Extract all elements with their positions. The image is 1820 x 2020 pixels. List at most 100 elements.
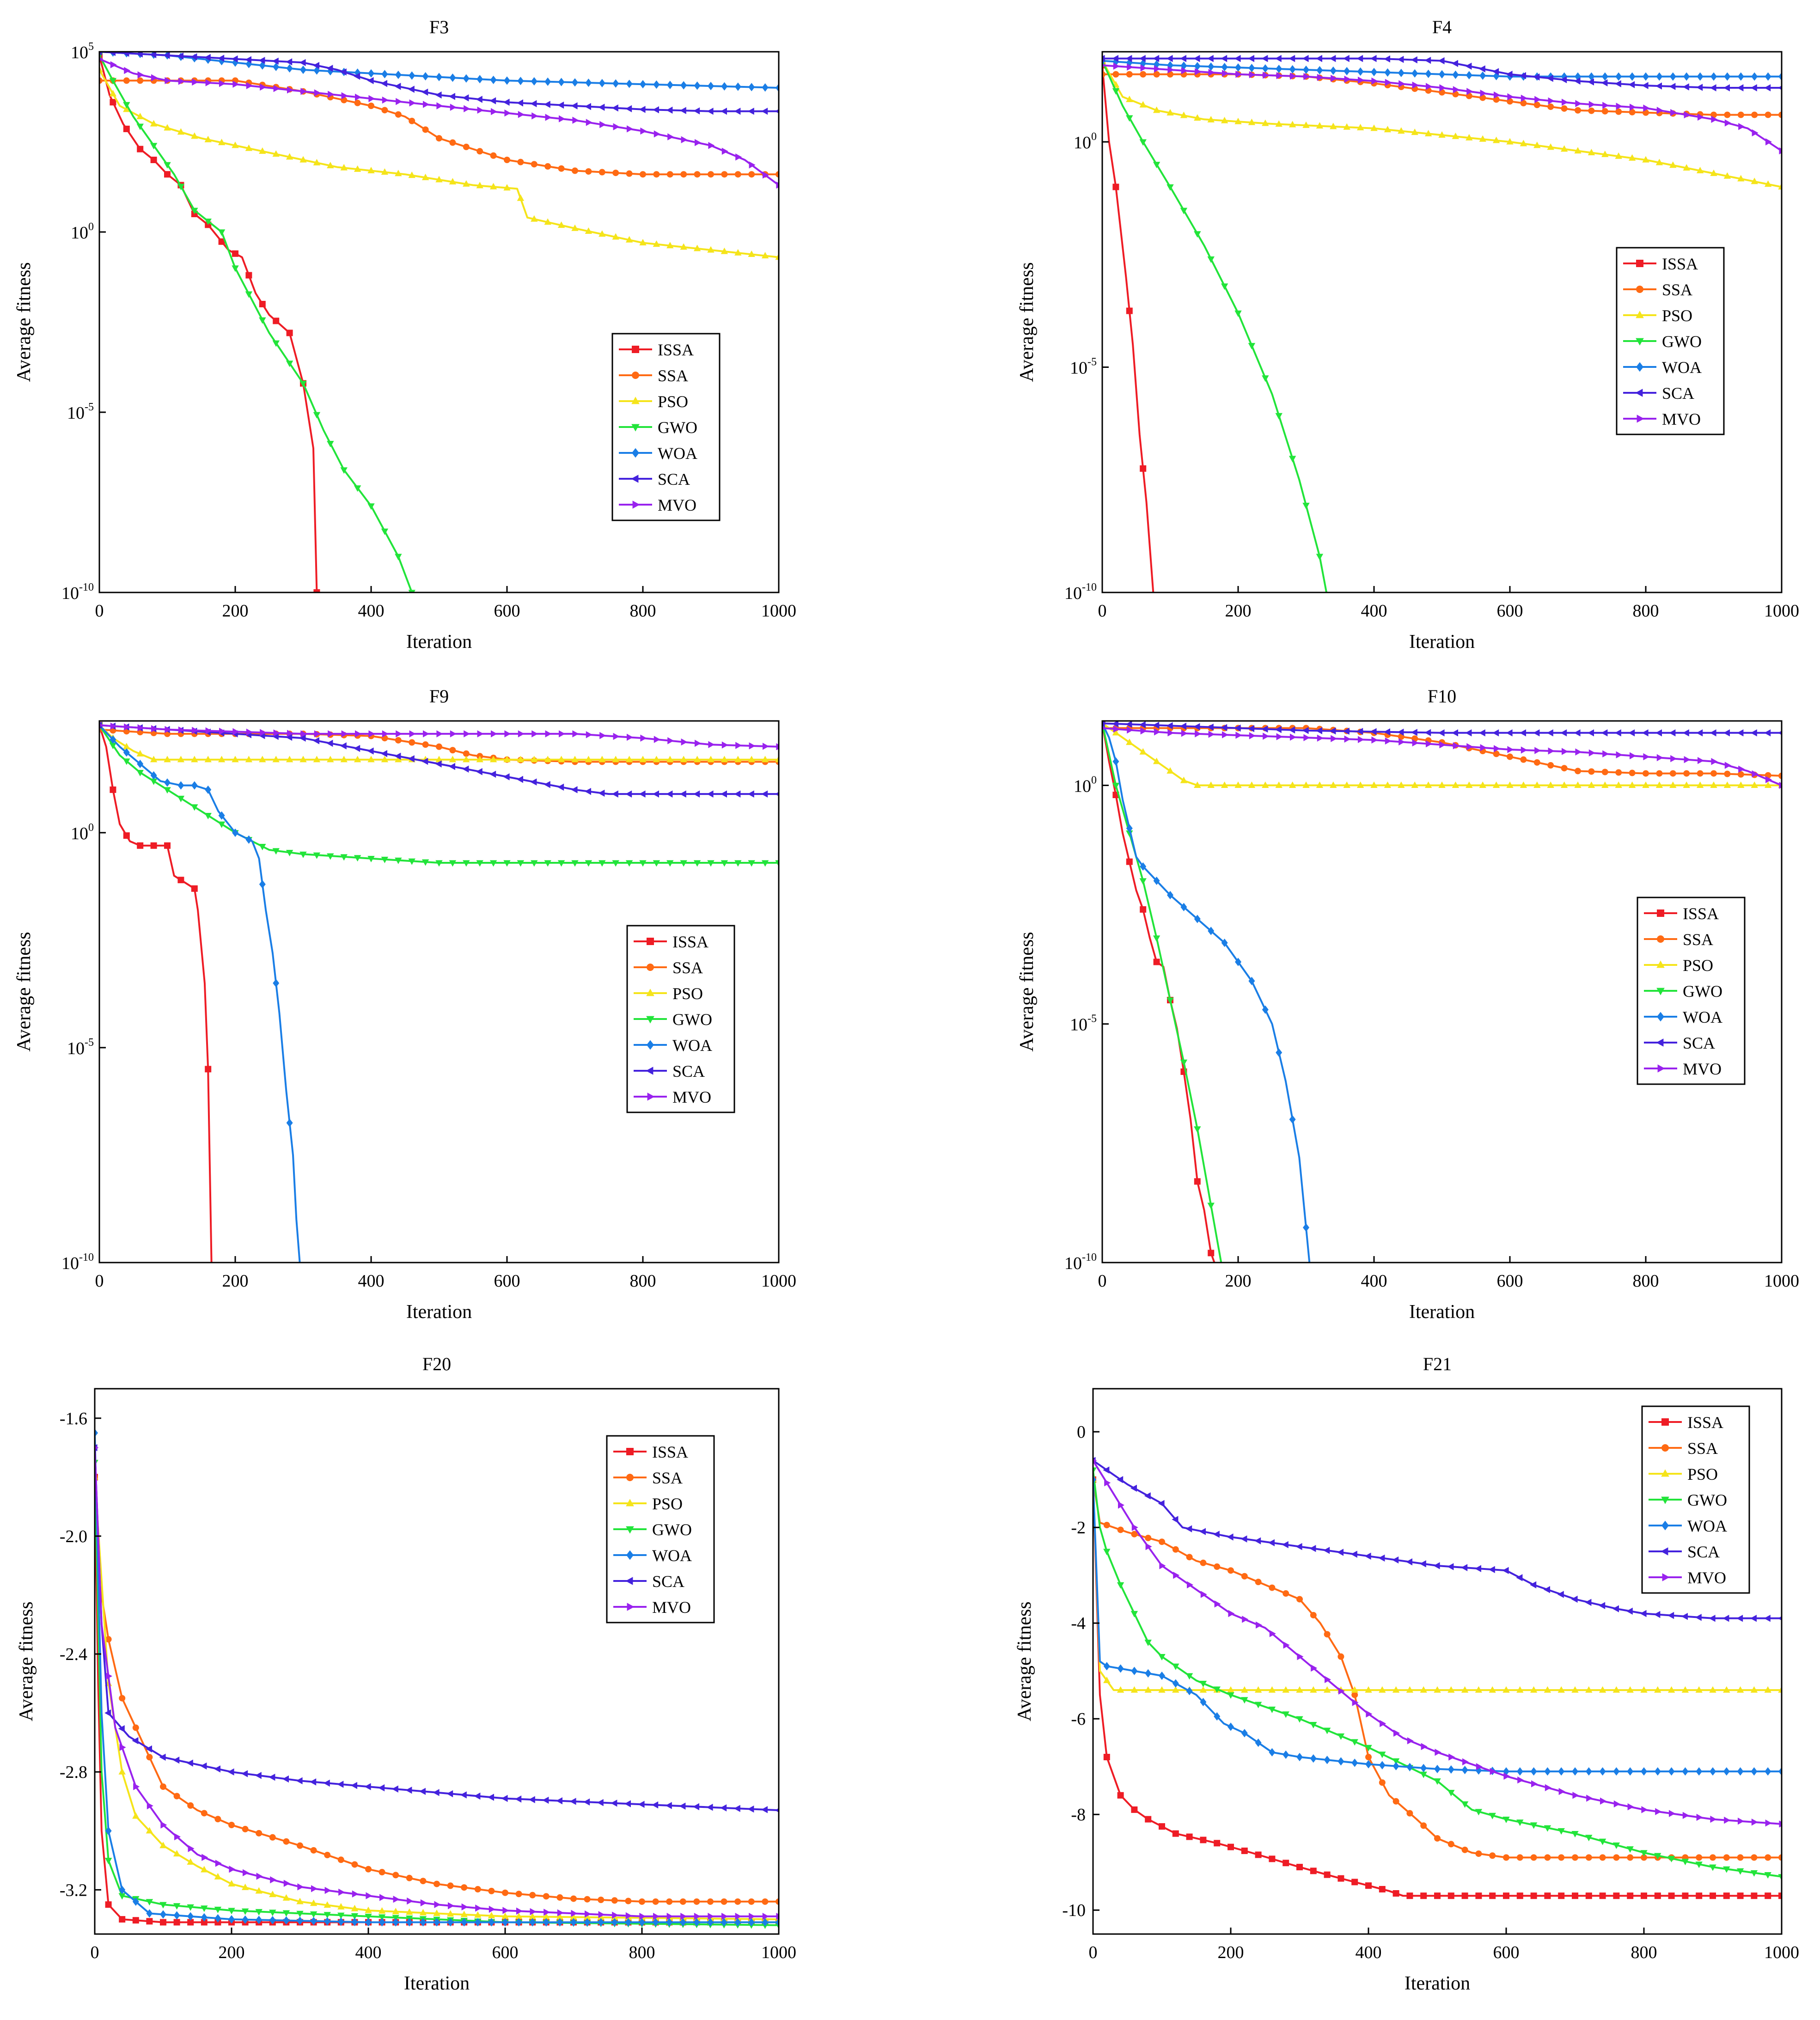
- data-point: [367, 856, 375, 863]
- data-point: [734, 249, 742, 256]
- data-point: [1642, 729, 1649, 737]
- legend-marker: [1661, 1469, 1669, 1477]
- data-point: [1669, 781, 1677, 788]
- data-point: [110, 735, 116, 744]
- data-point: [557, 221, 565, 228]
- data-point: [423, 730, 429, 738]
- data-point: [1112, 71, 1119, 78]
- data-point: [324, 1912, 331, 1919]
- data-point: [748, 860, 755, 867]
- data-point: [391, 1785, 398, 1793]
- data-point: [1656, 72, 1663, 81]
- data-point: [123, 77, 130, 84]
- data-point: [1102, 71, 1105, 78]
- data-point: [558, 78, 565, 86]
- data-point: [1723, 1892, 1730, 1899]
- data-point: [447, 1918, 454, 1927]
- data-point: [1574, 729, 1581, 737]
- data-point: [381, 750, 387, 757]
- data-point: [328, 730, 335, 738]
- data-point: [612, 860, 619, 867]
- chart-f4: 0 200 400 600 800 100010-1010-5100F4Iteration…: [1016, 17, 1799, 653]
- data-point: [123, 102, 130, 109]
- x-tick-label: 200: [1225, 1271, 1252, 1291]
- data-point: [775, 860, 779, 867]
- data-point: [1668, 1892, 1675, 1899]
- data-point: [449, 747, 456, 754]
- data-point: [1684, 756, 1691, 763]
- data-point: [1709, 1615, 1716, 1622]
- data-point: [1426, 83, 1432, 90]
- chart-f10-y-axis-label: Average fitness: [1016, 932, 1038, 1051]
- data-point: [599, 230, 606, 237]
- data-point: [1626, 1607, 1633, 1615]
- data-point: [1558, 1788, 1565, 1795]
- data-point: [299, 156, 307, 163]
- data-point: [1547, 762, 1554, 769]
- data-point: [423, 101, 429, 108]
- data-point: [381, 168, 389, 175]
- data-point: [735, 153, 742, 161]
- data-point: [1723, 84, 1730, 92]
- chart-f9-y-axis-label: Average fitness: [13, 932, 35, 1051]
- chart-f20-axes-frame: [94, 1388, 780, 1935]
- data-point: [1530, 1767, 1537, 1776]
- data-point: [191, 132, 198, 139]
- data-point: [1778, 1686, 1782, 1693]
- data-point: [597, 1799, 604, 1806]
- data-point: [1434, 1835, 1441, 1842]
- data-point: [434, 1880, 440, 1887]
- legend-label: SCA: [1683, 1034, 1715, 1052]
- data-point: [337, 1912, 345, 1919]
- data-point: [653, 171, 660, 178]
- data-point: [572, 78, 578, 87]
- data-point: [1640, 1850, 1648, 1857]
- chart-f4-markers-issa: [1102, 62, 1147, 472]
- legend-label: GWO: [658, 418, 697, 437]
- data-point: [1406, 1763, 1413, 1771]
- data-point: [218, 811, 225, 820]
- data-point: [707, 108, 714, 115]
- legend-label: SSA: [1683, 930, 1713, 949]
- data-point: [1426, 740, 1432, 748]
- data-point: [1461, 1564, 1468, 1571]
- data-point: [286, 850, 293, 857]
- data-point: [639, 860, 647, 867]
- data-point: [1655, 159, 1663, 165]
- data-point: [1234, 781, 1242, 788]
- data-point: [583, 1913, 591, 1920]
- data-point: [1093, 1458, 1097, 1463]
- data-point: [1310, 1611, 1317, 1618]
- legend-marker: [1636, 286, 1643, 293]
- data-point: [1371, 736, 1378, 744]
- data-point: [1199, 1681, 1207, 1688]
- data-point: [460, 1791, 467, 1799]
- data-point: [405, 1787, 412, 1794]
- data-point: [585, 787, 591, 795]
- data-point: [1118, 1501, 1124, 1509]
- data-point: [515, 1912, 523, 1919]
- data-point: [1434, 1892, 1441, 1899]
- data-point: [721, 1913, 728, 1920]
- data-point: [1778, 1854, 1782, 1861]
- legend-entry-issa: ISSA: [1623, 255, 1698, 273]
- data-point: [1461, 1765, 1468, 1775]
- data-point: [517, 756, 525, 763]
- data-point: [1371, 67, 1377, 76]
- chart-f4-markers-sca: [1102, 55, 1782, 92]
- data-point: [1379, 1761, 1386, 1770]
- data-point: [1643, 72, 1649, 81]
- data-point: [556, 1918, 563, 1927]
- data-point: [282, 1910, 290, 1917]
- data-point: [1710, 84, 1716, 92]
- data-point: [599, 756, 606, 763]
- data-point: [99, 66, 103, 73]
- data-point: [355, 730, 361, 738]
- data-point: [734, 756, 742, 763]
- data-point: [201, 1913, 208, 1922]
- data-point: [1425, 69, 1432, 78]
- data-point: [1167, 184, 1174, 191]
- data-point: [1503, 1772, 1510, 1780]
- data-point: [395, 737, 402, 744]
- data-point: [1289, 121, 1296, 128]
